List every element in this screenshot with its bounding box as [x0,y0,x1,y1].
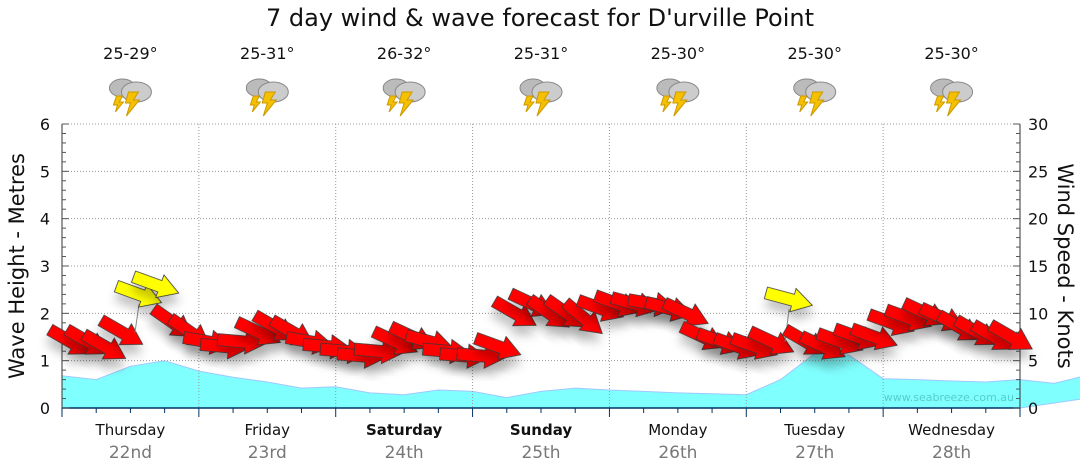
thunderstorm-icon [245,78,289,117]
temperature-label: 25-30° [651,44,706,63]
temperature-label: 25-31° [514,44,569,63]
y-tick-label: 1 [40,352,50,371]
lightning-bolt [797,95,809,113]
lightning-bolt [124,91,141,117]
date-label: 23rd [248,443,287,463]
wind-arrow [113,280,163,308]
y2-tick-label: 10 [1028,304,1048,323]
date-label: 28th [932,443,971,463]
day-label: Thursday [95,421,166,439]
date-label: 26th [658,443,697,463]
thunderstorm-icon [108,78,152,117]
lightning-bolt [672,91,688,117]
y2-tick-label: 5 [1028,352,1038,371]
y2-tick-label: 20 [1028,210,1048,229]
y-tick-label: 0 [40,399,50,418]
y-tick-label: 4 [40,210,50,229]
day-label: Saturday [366,421,443,439]
date-label: 24th [385,443,424,463]
y2-tick-label: 25 [1028,162,1048,181]
wind-arrow [80,328,127,360]
day-label: Sunday [510,421,573,439]
lightning-bolt [261,91,278,117]
date-label: 22nd [109,443,152,463]
lightning-bolt [660,95,672,113]
wind-arrow [763,286,814,313]
gust-connector [134,304,140,333]
lightning-bolt [535,91,552,117]
lightning-bolt [398,91,415,117]
thunderstorm-icon [382,78,426,117]
lightning-bolt [945,91,962,117]
lightning-bolt [112,95,125,113]
wind-arrow [490,295,537,327]
lightning-bolt [249,95,262,113]
wave-area [61,353,1080,409]
y-tick-label: 2 [40,304,50,323]
date-label: 27th [795,443,834,463]
wind-arrow [97,314,144,346]
wind-arrow [130,270,180,299]
wind-arrow [747,325,795,355]
chart-title: 7 day wind & wave forecast for D'urville… [266,4,814,32]
thunderstorm-icon [519,78,563,117]
lightning-bolt [933,95,946,113]
thunderstorm-icon [793,78,837,117]
date-label: 25th [521,443,560,463]
thunderstorm-icon [930,78,974,117]
watermark: www.seabreeze.com.au [884,391,1014,404]
temperature-label: 25-30° [787,44,842,63]
wind-arrow [560,297,603,335]
thunderstorm-icon [656,78,700,117]
day-label: Tuesday [783,421,845,439]
wind-arrow [987,319,1033,350]
day-label: Wednesday [908,421,995,439]
y-axis-label: Wave Height - Metres [5,153,29,379]
lightning-bolt [809,91,825,117]
temperature-label: 25-31° [240,44,295,63]
y2-tick-label: 30 [1028,115,1048,134]
lightning-bolt [386,95,399,113]
temperature-label: 25-30° [924,44,979,63]
temperature-label: 26-32° [377,44,432,63]
y2-tick-label: 15 [1028,257,1048,276]
lightning-bolt [523,95,536,113]
day-label: Friday [245,421,291,439]
day-label: Monday [648,421,707,439]
y-tick-label: 6 [40,115,50,134]
wind-arrow [661,297,709,327]
wind-arrow [849,322,898,351]
temperature-label: 25-29° [103,44,158,63]
y2-axis-label: Wind Speed - Knots [1053,163,1077,368]
y-tick-label: 5 [40,162,50,181]
y-tick-label: 3 [40,257,50,276]
y2-tick-label: 0 [1028,399,1038,418]
wind-arrow [473,332,522,360]
